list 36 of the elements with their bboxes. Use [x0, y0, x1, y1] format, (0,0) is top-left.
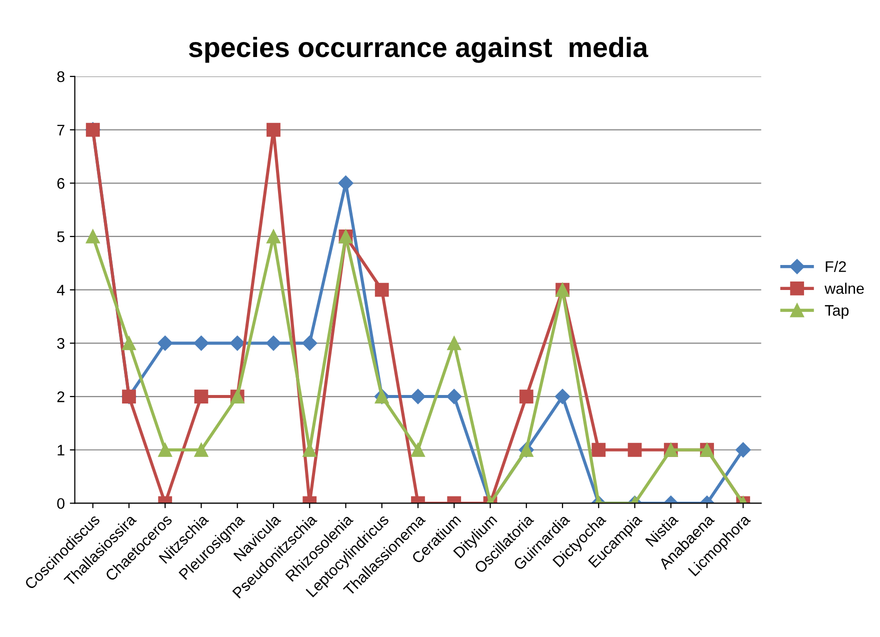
point: [158, 442, 172, 457]
legend-label: walne: [824, 282, 864, 294]
point: [194, 442, 208, 457]
y-tick-label: 8: [57, 71, 64, 82]
point: [374, 282, 389, 297]
point: [554, 388, 570, 404]
y-tick-label: 2: [57, 391, 64, 402]
point: [194, 336, 209, 351]
point: [592, 442, 606, 457]
y-tick-label: 0: [57, 498, 64, 509]
point: [266, 230, 280, 244]
point: [447, 336, 462, 350]
y-tick-label: 4: [56, 284, 65, 296]
point: [266, 122, 280, 137]
point: [338, 176, 354, 191]
point: [86, 230, 100, 244]
point: [446, 388, 462, 404]
point: [628, 442, 642, 457]
y-tick-label: 3: [57, 338, 64, 349]
point: [266, 336, 282, 351]
y-tick-label: 1: [58, 444, 64, 456]
y-tick-label: 6: [57, 178, 64, 189]
point: [158, 336, 173, 351]
point: [410, 388, 426, 404]
point: [194, 390, 208, 404]
point: [230, 336, 245, 351]
legend-label: Tap: [824, 305, 849, 319]
y-tick-label: 5: [57, 232, 64, 242]
chart-title: species occurrance against media: [188, 36, 648, 63]
point: [411, 442, 425, 457]
legend-label: F/2: [826, 260, 846, 272]
y-tick-label: 7: [57, 124, 64, 136]
point: [302, 336, 318, 351]
point: [519, 390, 534, 404]
point: [736, 442, 751, 458]
point: [122, 336, 136, 350]
